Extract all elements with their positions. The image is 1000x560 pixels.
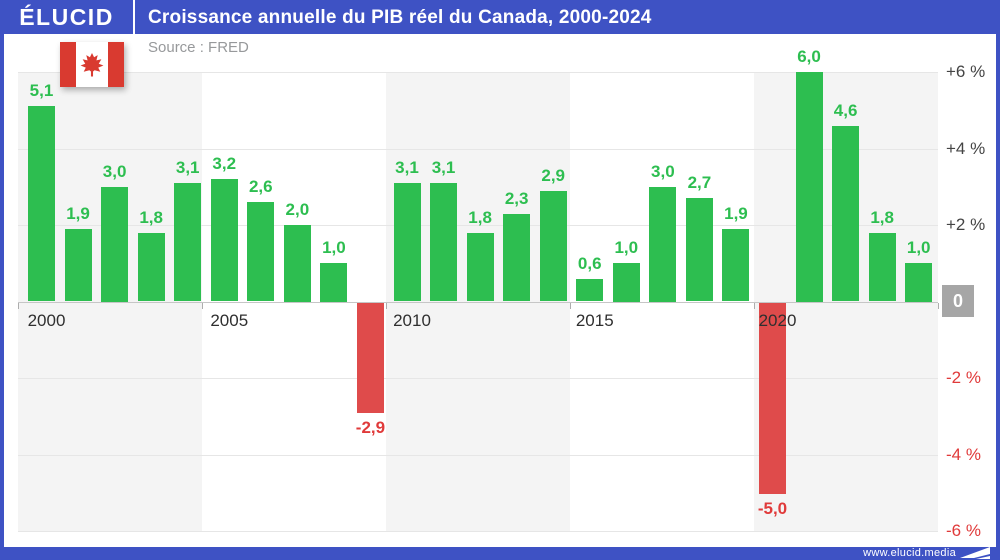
bar-value-label: 3,0	[102, 161, 127, 181]
bar-value-label: 1,9	[724, 203, 748, 223]
bar-2022	[832, 125, 860, 302]
x-tick-label: 2015	[575, 310, 614, 330]
bar-2007	[283, 225, 311, 302]
bar-value-label: -2,9	[355, 418, 386, 438]
bar-2024	[905, 263, 933, 302]
bar-2001	[64, 228, 92, 302]
bar-value-label: -5,0	[757, 498, 788, 518]
bar-2009	[356, 302, 384, 414]
footer-bar: www.elucid.media	[0, 547, 1000, 560]
axis-tick	[754, 302, 755, 309]
brand-logo: ÉLUCID	[19, 4, 114, 30]
x-tick-label: 2020	[758, 310, 797, 330]
x-tick-label: 2005	[210, 310, 249, 330]
bar-2000	[28, 106, 55, 302]
bar-2023	[868, 232, 896, 302]
bar-2012	[466, 232, 494, 302]
bar-value-label: 1,0	[614, 238, 639, 258]
bar-value-label: 3,0	[651, 161, 675, 181]
bar-value-label: 2,0	[285, 200, 310, 219]
bar-value-label: 3,2	[212, 154, 237, 174]
footer-url[interactable]: www.elucid.media	[863, 547, 956, 559]
flag-left-stripe	[60, 42, 76, 87]
gridline	[18, 72, 938, 73]
bar-2014	[539, 190, 567, 302]
bar-value-label: 1,9	[66, 203, 90, 223]
bar-value-label: 6,0	[797, 47, 821, 66]
canada-flag-icon	[60, 42, 124, 87]
bar-value-label: 1,8	[468, 207, 492, 227]
bar-2013	[503, 213, 531, 302]
zero-badge: 0	[942, 285, 974, 317]
axis-tick	[386, 302, 387, 309]
zero-axis-line	[18, 301, 938, 303]
left-border	[0, 0, 4, 560]
bar-2002	[101, 186, 129, 302]
bar-2004	[174, 182, 202, 302]
right-border	[996, 0, 1000, 560]
source-label: Source : FRED	[148, 39, 249, 56]
bar-value-label: 3,1	[395, 157, 419, 177]
bar-2011	[430, 182, 458, 302]
header-bar: ÉLUCID Croissance annuelle du PIB réel d…	[0, 0, 1000, 34]
header-separator	[133, 0, 135, 34]
y-axis-label: -6 %	[946, 521, 981, 540]
elucid-arrow-icon	[960, 547, 990, 559]
bar-2003	[137, 232, 165, 302]
bar-2008	[320, 263, 348, 302]
bar-2019	[722, 228, 750, 302]
gridline	[18, 378, 938, 379]
bar-2016	[612, 263, 640, 302]
chart-title: Croissance annuelle du PIB réel du Canad…	[148, 7, 652, 28]
bar-value-label: 2,6	[248, 177, 273, 197]
flag-right-stripe	[108, 42, 124, 87]
bar-2018	[685, 198, 713, 302]
bar-2015	[576, 278, 604, 302]
flag-center	[76, 42, 108, 87]
plot-area: 5,1 1,9 3,0 1,8 3,1 3,2 2,6 2,0 1,0 -2,9 3,1 3,1 1,8…	[18, 47, 939, 532]
axis-tick	[18, 302, 19, 309]
bar-value-label: 0,6	[577, 253, 602, 273]
bar-2021	[795, 72, 823, 302]
bar-value-label: 3,1	[431, 157, 456, 177]
bar-value-label: 1,0	[906, 238, 931, 258]
axis-tick	[202, 302, 203, 309]
bar-value-label: 1,8	[870, 207, 894, 227]
y-axis-label: -4 %	[946, 444, 981, 464]
gridline	[18, 531, 938, 532]
gridline	[18, 148, 938, 150]
bar-2010	[393, 182, 421, 302]
bar-2006	[247, 202, 275, 302]
maple-leaf-icon	[80, 52, 104, 76]
axis-tick	[570, 302, 571, 309]
axis-tick	[938, 302, 939, 309]
y-axis-label: +4 %	[946, 138, 986, 158]
bar-value-label: 1,0	[322, 238, 346, 258]
gridline	[18, 454, 938, 456]
gridline	[18, 225, 938, 226]
bar-value-label: 4,6	[833, 100, 858, 120]
x-tick-label: 2000	[27, 310, 66, 330]
y-axis-label: +2 %	[946, 215, 986, 234]
bar-2020	[759, 302, 786, 494]
bar-value-label: 2,7	[687, 173, 712, 193]
y-axis-label: -2 %	[946, 368, 981, 387]
bar-value-label: 2,9	[541, 165, 565, 185]
bar-2017	[649, 186, 677, 302]
bar-value-label: 1,8	[139, 207, 163, 227]
x-tick-label: 2010	[393, 310, 431, 330]
bar-value-label: 5,1	[29, 81, 54, 101]
bar-value-label: 3,1	[175, 157, 200, 177]
bar-value-label: 2,3	[504, 188, 529, 208]
y-axis-label: +6 %	[946, 62, 986, 81]
bar-2005	[210, 179, 238, 302]
